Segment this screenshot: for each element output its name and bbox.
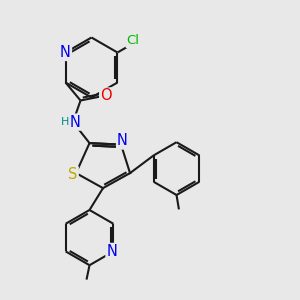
Text: S: S — [68, 167, 78, 182]
Text: N: N — [60, 45, 71, 60]
Text: N: N — [117, 134, 128, 148]
Text: O: O — [100, 88, 112, 104]
Text: N: N — [70, 115, 81, 130]
Text: N: N — [106, 244, 117, 259]
Text: H: H — [61, 117, 69, 127]
Text: Cl: Cl — [127, 34, 140, 47]
